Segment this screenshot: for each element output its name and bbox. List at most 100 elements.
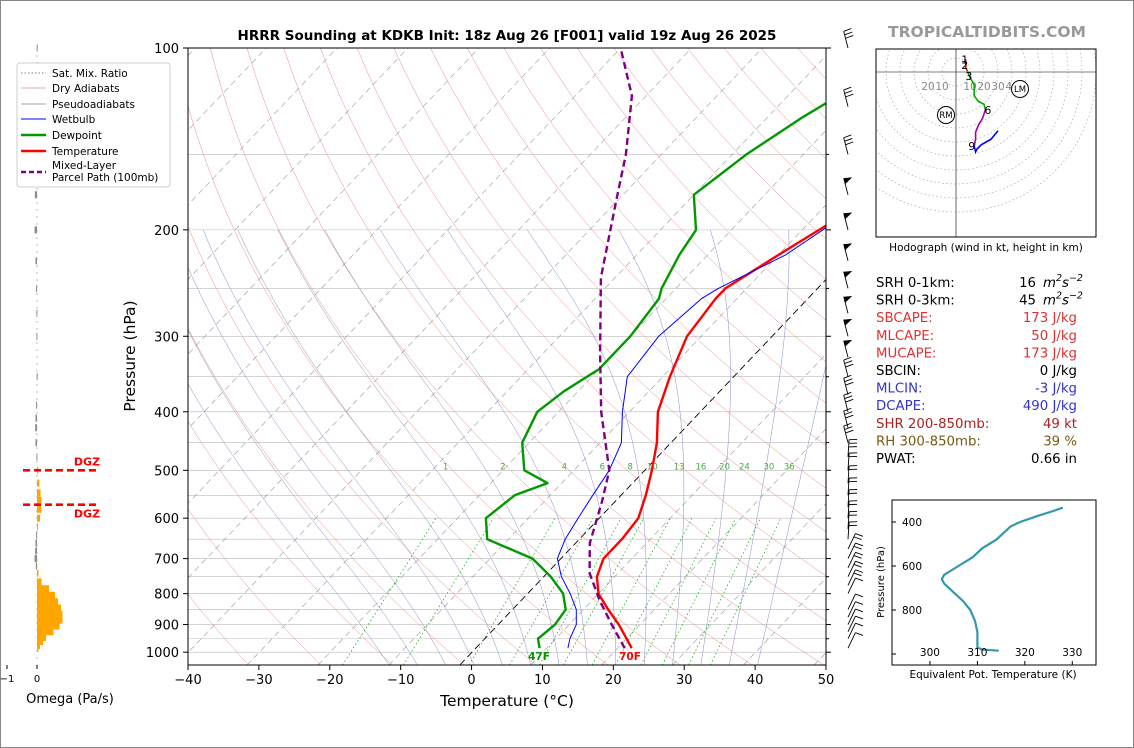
omega-bar bbox=[37, 514, 40, 522]
wind-barb-flag bbox=[845, 414, 854, 419]
omega-bar bbox=[34, 555, 37, 563]
legend-dry-adiabats-label: Dry Adiabats bbox=[52, 83, 120, 95]
isotherm-line bbox=[672, 502, 826, 665]
y-tick-label: 700 bbox=[154, 553, 179, 568]
omega-bar bbox=[35, 257, 37, 265]
wind-barb bbox=[843, 318, 853, 337]
y-tick-label: 800 bbox=[154, 588, 179, 603]
theta-e-y-tick-label: 800 bbox=[902, 605, 922, 617]
wind-barb-pennant bbox=[843, 339, 853, 347]
omega-bar bbox=[36, 531, 38, 539]
dry-adiabat bbox=[188, 225, 537, 665]
pseudoadiabat bbox=[188, 383, 390, 665]
wind-barb-staff bbox=[847, 465, 850, 484]
skewt-series bbox=[484, 48, 826, 649]
legend-parcel-path-label: Parcel Path (100mb) bbox=[52, 172, 158, 184]
omega-bar bbox=[36, 453, 38, 461]
mixing-ratio-labels: 1 2 4 6 8 10 13 16 20 24 30 36 bbox=[443, 462, 795, 472]
pseudoadiabat bbox=[526, 229, 647, 665]
stat-unit-part: s bbox=[1062, 294, 1069, 309]
wind-barb-staff bbox=[843, 378, 849, 395]
theta-e-x-tick-label: 320 bbox=[1015, 647, 1035, 659]
stat-label: MLCAPE: bbox=[876, 329, 934, 344]
stat-value: 16 bbox=[1019, 276, 1036, 291]
mixing-ratio-label: 4 bbox=[562, 462, 567, 472]
wind-barb bbox=[843, 339, 853, 358]
mixing-ratio-line bbox=[661, 518, 737, 665]
wind-barb-flag bbox=[855, 542, 864, 547]
stat-label: DCAPE: bbox=[876, 399, 926, 414]
hodograph-frame bbox=[875, 48, 1097, 238]
wind-barb-flag bbox=[855, 533, 864, 537]
pseudoadiabat bbox=[188, 329, 418, 665]
wind-barb-flag bbox=[845, 381, 854, 386]
wind-barb-staff bbox=[847, 533, 856, 550]
skewt-legend: Sat. Mix. Ratio Dry Adiabats Pseudoadiabat… bbox=[16, 62, 171, 188]
stat-value: 49 kt bbox=[1043, 417, 1077, 432]
chart-title: HRRR Sounding at KDKB Init: 18z Aug 26 [… bbox=[238, 28, 777, 44]
dry-adiabat bbox=[188, 105, 609, 665]
mixing-ratio-label: 6 bbox=[600, 462, 605, 472]
wind-barb bbox=[843, 243, 853, 261]
dry-adiabat bbox=[188, 327, 465, 665]
wind-barb-flag bbox=[853, 545, 862, 550]
wind-barb-staff bbox=[847, 453, 850, 471]
wind-barb-staff bbox=[847, 478, 850, 496]
dgz-label: DGZ bbox=[74, 455, 100, 468]
sounding-parameters: SRH 0-1km: 16 m2s−2 SRH 0-3km: 45 m2s−2 SBCAPE… bbox=[876, 273, 1083, 467]
pseudoadiabat bbox=[729, 229, 790, 665]
wind-barb-flag bbox=[849, 438, 858, 441]
skewt-panel: −40 −30 −20 −10 0 10 20 30 40 50 100 200 300 400 500 60… bbox=[121, 42, 835, 710]
wind-barb bbox=[843, 212, 853, 231]
wind-barb-staff bbox=[847, 608, 856, 625]
temperature-line bbox=[595, 224, 826, 649]
stat-unit-part: −2 bbox=[1069, 273, 1083, 284]
wind-barb bbox=[847, 632, 864, 649]
wind-barb-flag bbox=[849, 489, 858, 491]
wind-barb-flag bbox=[845, 35, 854, 39]
omega-bar bbox=[34, 191, 37, 199]
wind-barb-pennant bbox=[843, 296, 853, 304]
wind-barb-staff bbox=[847, 522, 850, 540]
wind-barb bbox=[847, 601, 864, 618]
mixing-ratio-label: 2 bbox=[500, 462, 505, 472]
wind-barb bbox=[847, 477, 858, 496]
wind-barb-flag bbox=[845, 429, 854, 434]
omega-tick-label: −1 bbox=[0, 674, 14, 685]
isotherm-line bbox=[188, 48, 621, 504]
isotherm-line bbox=[246, 55, 826, 665]
skewt-background-lines bbox=[188, 48, 826, 665]
wind-barb-staff bbox=[843, 425, 849, 443]
theta-e-x-tick-label: 300 bbox=[920, 647, 940, 659]
wind-barb-flag bbox=[855, 615, 864, 620]
wind-barb-staff bbox=[843, 89, 849, 107]
wind-barb-staff bbox=[847, 560, 856, 577]
hodograph-trace: RM LM 123 6 9 bbox=[937, 53, 1029, 155]
theta-e-panel: 300 310 320 330 400 600 800 Equivalent Pot. Te… bbox=[876, 499, 1097, 681]
wind-barb-staff bbox=[847, 542, 856, 559]
wind-barb-flag bbox=[845, 141, 854, 146]
stat-value: 0 J/kg bbox=[1040, 364, 1077, 379]
dry-adiabat bbox=[188, 420, 393, 665]
x-tick-label: −10 bbox=[387, 673, 414, 688]
wind-barb-flag bbox=[855, 569, 864, 573]
stat-label: SRH 0-1km: bbox=[876, 276, 955, 291]
stat-label: MUCAPE: bbox=[876, 346, 937, 361]
storm-motion-marker bbox=[937, 106, 955, 124]
wind-barb-staff bbox=[843, 137, 849, 155]
stat-unit-part: 2 bbox=[1056, 273, 1062, 284]
y-tick-label: 900 bbox=[154, 619, 179, 634]
dry-adiabat bbox=[577, 48, 826, 321]
omega-bar bbox=[37, 569, 39, 577]
wind-barb bbox=[847, 593, 864, 610]
x-tick-label: 50 bbox=[818, 673, 835, 688]
legend-dewpoint-label: Dewpoint bbox=[52, 130, 102, 142]
dgz-label: DGZ bbox=[74, 508, 100, 521]
wind-barb-staff bbox=[847, 552, 856, 568]
omega-bar bbox=[37, 642, 40, 650]
stat-value: 490 J/kg bbox=[1023, 399, 1077, 414]
mixing-ratio-line bbox=[468, 518, 556, 665]
wind-barb-flag bbox=[855, 560, 864, 565]
